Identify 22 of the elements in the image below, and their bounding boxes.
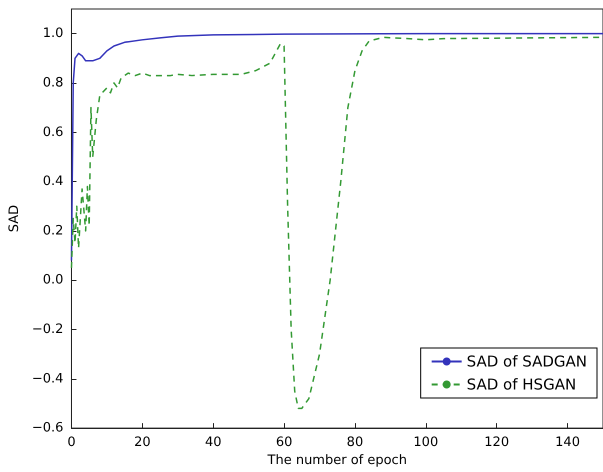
x-axis-title: The number of epoch: [266, 453, 407, 468]
x-tick-label: 20: [134, 435, 151, 450]
x-tick-label: 0: [67, 435, 76, 450]
x-tick-label: 120: [484, 435, 510, 450]
y-tick-label: 1.0: [42, 26, 64, 42]
legend-label: SAD of HSGAN: [466, 376, 576, 394]
x-tick-label: 140: [555, 435, 580, 450]
y-tick-label: −0.4: [32, 371, 64, 386]
x-tick-label: 100: [413, 435, 438, 450]
legend-label: SAD of SADGAN: [466, 352, 588, 370]
x-tick-label: 80: [346, 435, 364, 450]
y-tick-label: −0.2: [32, 322, 64, 337]
x-tick-label: 60: [276, 435, 292, 450]
y-tick-label: 0.4: [42, 174, 64, 190]
y-tick-label: 0.2: [42, 223, 64, 238]
y-tick-label: −0.6: [32, 420, 64, 436]
x-tick-label: 40: [204, 435, 222, 450]
y-tick-label: 0.8: [42, 75, 64, 90]
y-tick-label: 0.6: [42, 124, 64, 140]
y-axis-title: SAD: [7, 204, 22, 232]
line-series: [70, 32, 603, 262]
y-tick-label: 0.0: [42, 272, 64, 288]
